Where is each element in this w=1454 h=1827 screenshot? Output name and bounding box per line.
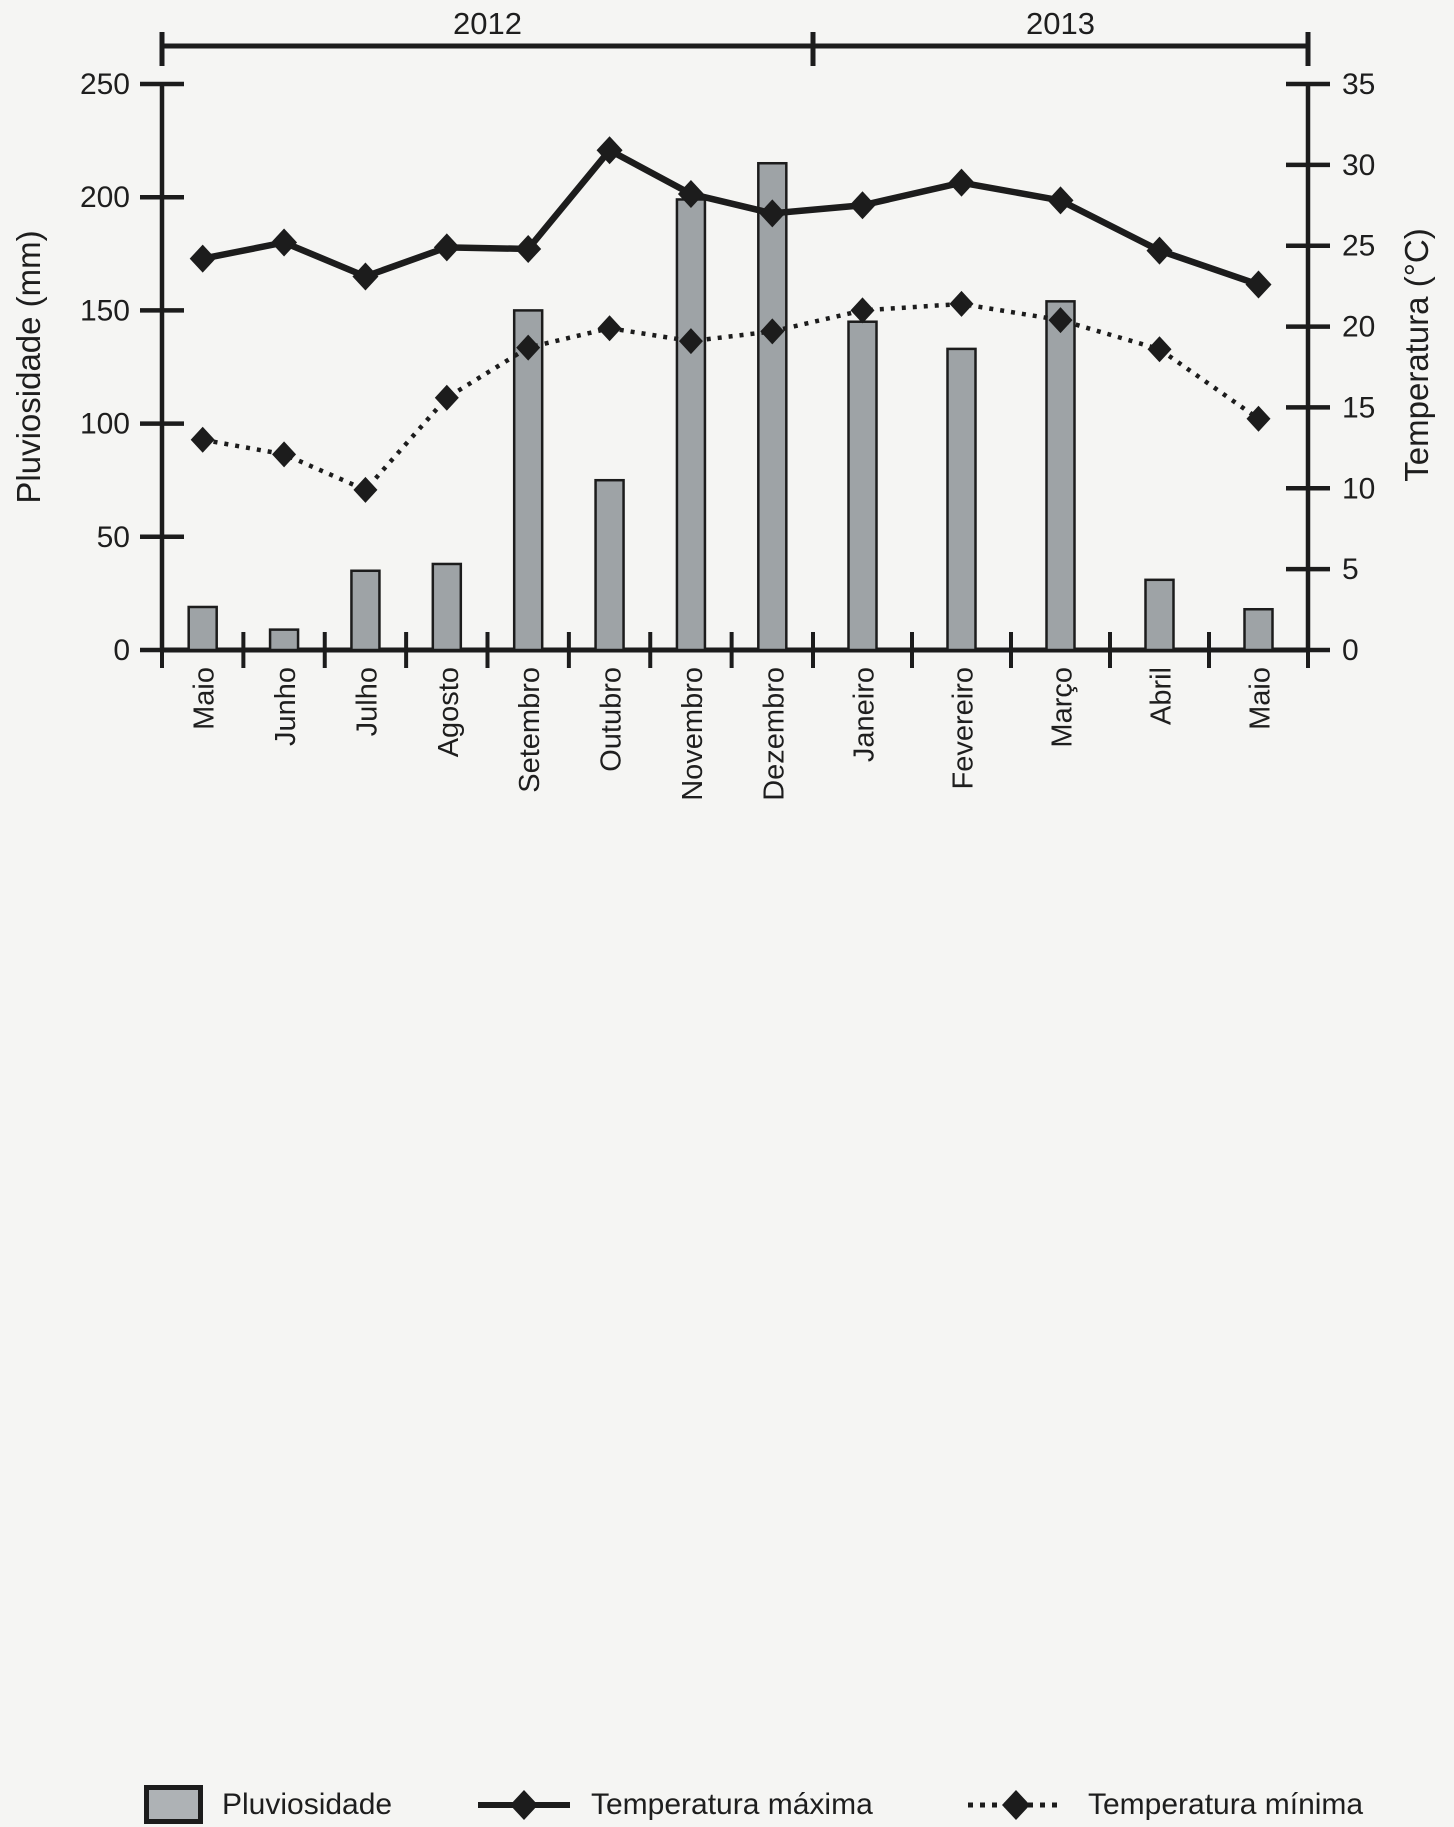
- left-tick-label: 150: [80, 294, 130, 327]
- month-label-novembro-6: Novembro: [677, 667, 709, 801]
- temp-max-point-agosto-3: [433, 233, 460, 262]
- temp-max-point-março-10: [1047, 186, 1074, 215]
- bar-janeiro-8: [847, 320, 878, 652]
- chart-canvas: 2012 2013 0 50 100 150 200 250 0 5 10 15 20 25 30 35 Plu…: [10, 6, 1435, 801]
- temp-min-point-dezembro-7: [760, 318, 785, 345]
- bar-setembro-4: [512, 309, 544, 652]
- year-label-2012: 2012: [453, 6, 522, 41]
- dotted-line-swatch-icon: [968, 1790, 1064, 1820]
- temp-max-markers: [189, 136, 1272, 299]
- temp-max-point-junho-1: [271, 228, 298, 257]
- right-tick-label: 10: [1342, 472, 1375, 505]
- year-bracket: 2012 2013: [159, 6, 1311, 66]
- month-label-junho-1: Junho: [270, 667, 302, 746]
- temp-min-point-abril-11: [1147, 336, 1172, 363]
- bar-maio-12: [1243, 607, 1274, 652]
- right-axis-title: Temperatura (°C): [1398, 228, 1435, 481]
- bar-junho-1: [268, 628, 300, 652]
- bar-novembro-6: [675, 198, 707, 652]
- right-tick-label: 30: [1342, 149, 1375, 182]
- month-label-janeiro-8: Janeiro: [849, 667, 881, 762]
- right-tick-label: 15: [1342, 391, 1375, 424]
- month-label-outubro-5: Outubro: [596, 667, 628, 772]
- right-tick-label: 25: [1342, 230, 1375, 263]
- temp-min-point-janeiro-8: [850, 297, 875, 324]
- left-tick-label: 50: [97, 521, 130, 554]
- solid-line-swatch-icon: [478, 1790, 570, 1820]
- bar-agosto-3: [431, 562, 463, 652]
- temp-min-point-julho-2: [353, 476, 378, 503]
- month-label-julho-2: Julho: [351, 667, 383, 736]
- x-axis-ticks: [160, 632, 1310, 668]
- temp-min-point-outubro-5: [597, 315, 622, 342]
- left-tick-label: 200: [80, 181, 130, 214]
- temp-max-point-fevereiro-9: [948, 168, 975, 197]
- legend-label-pluviosidade: Pluviosidade: [222, 1788, 393, 1821]
- temp-max-point-novembro-6: [677, 179, 704, 208]
- bar-março-10: [1045, 300, 1076, 652]
- temp-max-point-setembro-4: [515, 234, 542, 263]
- left-tick-label: 0: [113, 634, 130, 667]
- temp-min-point-março-10: [1048, 307, 1073, 334]
- chart-legend: Pluviosidade Temperatura máxima Temperat…: [0, 880, 1454, 1824]
- temp-min-point-agosto-3: [434, 384, 459, 411]
- month-label-maio-12: Maio: [1245, 667, 1277, 730]
- temp-min-point-junho-1: [272, 441, 297, 468]
- temp-min-line: [202, 301, 1260, 493]
- left-axis-title: Pluviosidade (mm): [10, 230, 47, 503]
- temp-max-point-julho-2: [352, 262, 379, 291]
- year-label-2013: 2013: [1026, 6, 1095, 41]
- left-axis-ticks: 0 50 100 150 200 250: [80, 68, 184, 667]
- bar-outubro-5: [594, 478, 625, 652]
- month-label-fevereiro-9: Fevereiro: [948, 667, 980, 790]
- temp-max-point-janeiro-8: [849, 191, 876, 220]
- left-tick-label: 100: [80, 408, 130, 441]
- temp-max-line: [202, 146, 1260, 288]
- bar-abril-11: [1144, 578, 1175, 652]
- temp-min-point-setembro-4: [516, 334, 541, 361]
- temp-max-point-abril-11: [1146, 236, 1173, 265]
- month-label-setembro-4: Setembro: [514, 667, 546, 793]
- right-tick-label: 35: [1342, 68, 1375, 101]
- temp-min-markers: [190, 290, 1271, 503]
- bar-julho-2: [350, 569, 381, 652]
- temp-min-point-novembro-6: [678, 328, 703, 355]
- legend-label-temp-minima: Temperatura mínima: [1088, 1788, 1364, 1821]
- temp-min-point-maio-12: [1246, 405, 1271, 432]
- left-tick-label: 250: [80, 68, 130, 101]
- bar-fevereiro-9: [946, 347, 977, 652]
- temp-max-point-dezembro-7: [759, 199, 786, 228]
- max-temp-line-swatch: [476, 1788, 572, 1822]
- month-label-março-10: Março: [1047, 667, 1079, 748]
- month-labels: Maio Junho Julho Agosto Setembro Outubro Novem…: [189, 667, 1277, 801]
- min-temp-line-swatch: [966, 1788, 1066, 1822]
- right-tick-label: 20: [1342, 311, 1375, 344]
- temp-min-point-maio-0: [190, 426, 215, 453]
- month-label-agosto-3: Agosto: [433, 667, 465, 757]
- month-label-maio-0: Maio: [189, 667, 221, 730]
- month-label-dezembro-7: Dezembro: [758, 667, 790, 801]
- month-label-abril-11: Abril: [1146, 667, 1178, 725]
- bar-maio-0: [187, 605, 218, 652]
- right-tick-label: 0: [1342, 634, 1359, 667]
- temp-max-point-maio-0: [189, 244, 216, 273]
- right-axis-ticks: 0 5 10 15 20 25 30 35: [1286, 68, 1375, 667]
- temp-max-point-maio-12: [1245, 270, 1272, 299]
- right-tick-label: 5: [1342, 553, 1359, 586]
- rainfall-bars: [187, 161, 1274, 652]
- temp-max-point-outubro-5: [596, 136, 623, 165]
- bar-dezembro-7: [757, 161, 788, 652]
- temp-min-point-fevereiro-9: [949, 290, 974, 317]
- legend-label-temp-maxima: Temperatura máxima: [591, 1788, 873, 1821]
- rainfall-bar-swatch: [144, 1785, 203, 1824]
- climate-chart: 2012 2013 0 50 100 150 200 250 0 5 10 15 20 25 30 35 Plu…: [0, 0, 1454, 870]
